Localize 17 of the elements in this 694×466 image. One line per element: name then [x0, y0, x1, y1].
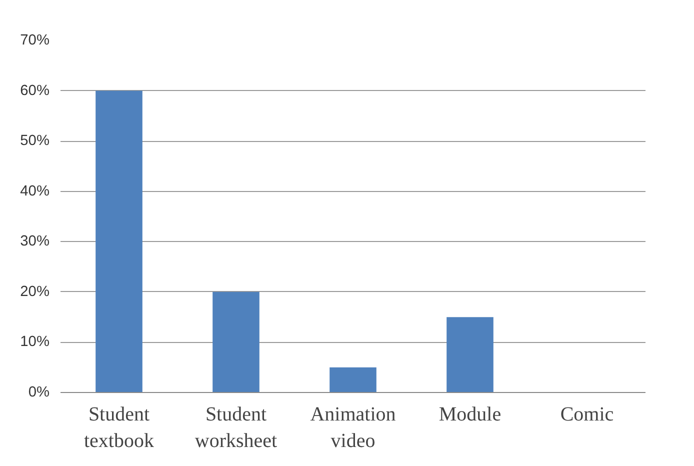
x-tick-label: Student worksheet — [194, 404, 278, 452]
y-tick-label: 40% — [20, 183, 50, 200]
y-tick-label: 20% — [20, 284, 50, 300]
y-tick-label: 30% — [20, 234, 50, 250]
y-tick-label: 0% — [28, 384, 50, 400]
x-tick-label: Comic — [560, 404, 614, 426]
bar — [446, 317, 494, 392]
y-tick-label: 10% — [20, 334, 50, 350]
y-tick-label: 50% — [20, 133, 50, 150]
x-tick-label: Student textbook — [84, 404, 154, 452]
x-tick-label: Animation video — [310, 404, 396, 452]
bar — [212, 292, 260, 392]
x-tick-label: Module — [438, 404, 502, 426]
bar — [330, 367, 376, 392]
y-tick-label: 70% — [20, 32, 50, 48]
y-tick-label: 60% — [20, 82, 50, 99]
bar — [96, 90, 142, 392]
